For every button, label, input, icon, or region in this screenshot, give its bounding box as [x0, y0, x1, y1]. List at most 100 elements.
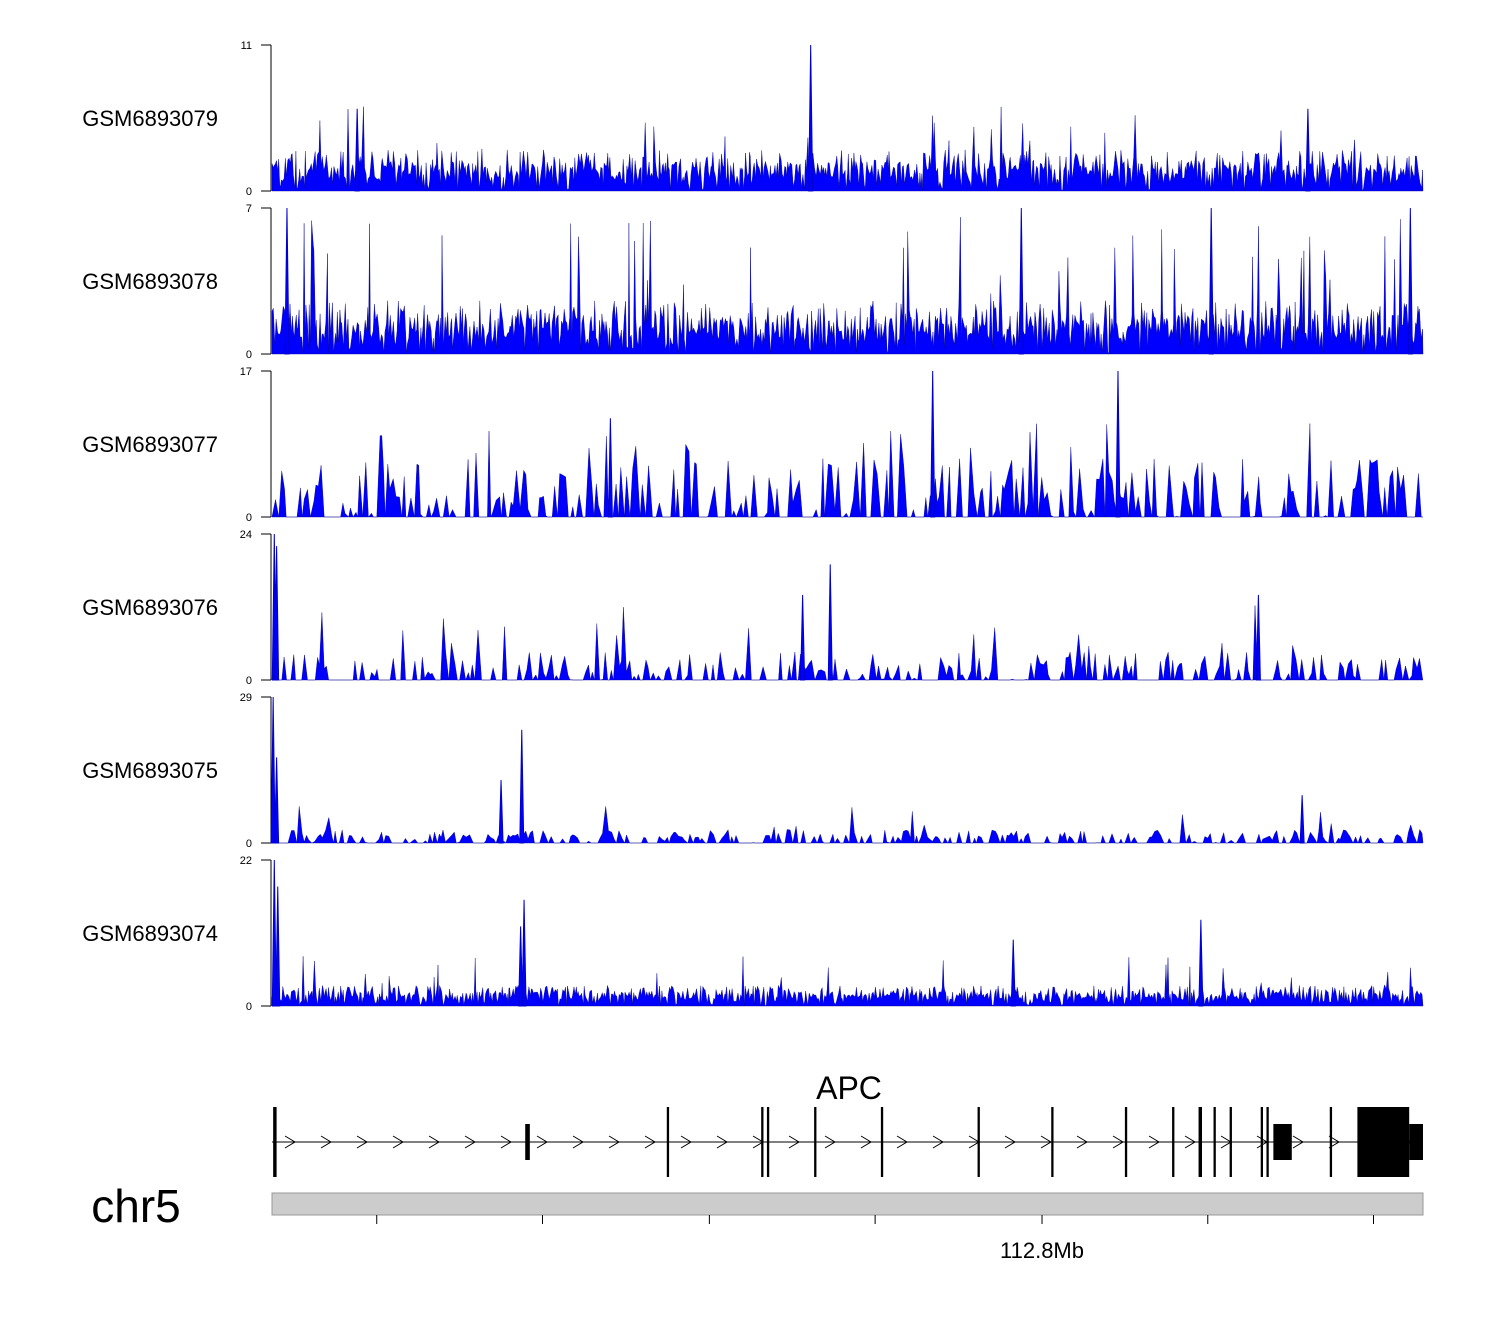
coverage-peak — [518, 926, 524, 1007]
gene-exon — [1172, 1107, 1175, 1177]
strand-arrow — [500, 1135, 512, 1149]
y-tick-label-min: 0 — [246, 186, 252, 198]
coverage-peak — [1198, 919, 1204, 1007]
gene-exon — [1266, 1107, 1269, 1177]
gene-exon — [1229, 1107, 1232, 1177]
track-label: GSM6893074 — [82, 921, 218, 946]
y-tick-label-min: 0 — [246, 675, 252, 687]
chromosome-axis: chr5 112.8Mb — [91, 1180, 1424, 1263]
y-tick-label-min: 0 — [246, 349, 252, 361]
coverage-peak — [354, 108, 360, 192]
coverage-area — [271, 217, 1424, 355]
coverage-peak — [607, 418, 613, 518]
y-tick-label-max: 17 — [240, 366, 252, 378]
coverage-track: GSM6893078 7 0 — [82, 203, 1424, 361]
strand-arrow — [284, 1135, 296, 1149]
strand-arrow — [464, 1135, 476, 1149]
gene-exon — [1273, 1124, 1292, 1160]
strand-arrow — [1148, 1135, 1160, 1149]
track-label: GSM6893079 — [82, 106, 218, 131]
track-label: GSM6893078 — [82, 269, 218, 294]
coverage-area — [271, 605, 1423, 681]
strand-arrow — [608, 1135, 620, 1149]
coverage-peak — [270, 696, 276, 844]
y-tick-label-min: 0 — [246, 1001, 252, 1013]
coverage-peak — [808, 44, 814, 192]
y-tick-label-max: 7 — [246, 203, 252, 215]
gene-exon — [977, 1107, 980, 1177]
coverage-peak — [800, 594, 806, 681]
y-tick-label-min: 0 — [246, 512, 252, 524]
chromosome-bar — [271, 1192, 1424, 1216]
coverage-peak — [498, 780, 504, 844]
strand-arrow — [1328, 1135, 1340, 1149]
coverage-peak — [1010, 939, 1016, 1007]
strand-arrow — [1292, 1135, 1304, 1149]
strand-arrow — [428, 1135, 440, 1149]
strand-arrow — [320, 1135, 332, 1149]
strand-arrow — [392, 1135, 404, 1149]
coverage-peak — [1208, 207, 1214, 355]
strand-arrow — [356, 1135, 368, 1149]
strand-arrow — [1112, 1135, 1124, 1149]
coverage-area — [271, 806, 1424, 844]
coverage-peak — [1305, 108, 1311, 192]
coverage-track: GSM6893074 22 0 — [82, 855, 1424, 1013]
strand-arrow — [716, 1135, 728, 1149]
coverage-peak — [827, 564, 833, 681]
gene-exon — [1051, 1107, 1054, 1177]
track-label: GSM6893076 — [82, 595, 218, 620]
gene-exon — [814, 1107, 817, 1177]
chromosome-label: chr5 — [91, 1180, 180, 1232]
gene-exon — [1124, 1107, 1128, 1177]
gene-exon — [1213, 1107, 1216, 1177]
coverage-peak — [1115, 370, 1121, 518]
strand-arrow — [1040, 1135, 1052, 1149]
strand-arrow — [1184, 1135, 1196, 1149]
x-tick-label: 112.8Mb — [1000, 1238, 1084, 1263]
y-tick-label-max: 22 — [240, 855, 252, 867]
coverage-area — [271, 956, 1424, 1007]
y-tick-label-max: 11 — [241, 40, 252, 52]
gene-exon — [880, 1107, 884, 1177]
track-label: GSM6893075 — [82, 758, 218, 783]
gene-exon — [761, 1107, 764, 1177]
strand-arrow — [788, 1135, 800, 1149]
coverage-peak — [1018, 207, 1024, 355]
y-tick-label-max: 24 — [240, 529, 252, 541]
strand-arrow — [644, 1135, 656, 1149]
coverage-peak — [274, 546, 280, 681]
coverage-peak — [1407, 207, 1413, 355]
coverage-track: GSM6893075 29 0 — [82, 692, 1424, 850]
strand-arrow — [1076, 1135, 1088, 1149]
gene-track: APC — [272, 1070, 1423, 1177]
gene-exon — [525, 1124, 530, 1160]
coverage-area — [271, 106, 1424, 192]
coverage-tracks: GSM6893079110GSM689307870GSM6893077170GS… — [82, 40, 1424, 1013]
gene-name: APC — [816, 1070, 882, 1106]
track-label: GSM6893077 — [82, 432, 218, 457]
gene-exon — [1329, 1107, 1333, 1177]
coverage-peak — [274, 757, 280, 844]
coverage-track: GSM6893077 17 0 — [82, 366, 1423, 524]
coverage-peak — [1299, 795, 1305, 844]
gene-exon — [273, 1107, 277, 1177]
gene-exon — [1260, 1107, 1264, 1177]
strand-arrow — [572, 1135, 584, 1149]
strand-arrow — [824, 1135, 836, 1149]
coverage-peak — [271, 859, 277, 1007]
strand-arrow — [680, 1135, 692, 1149]
strand-arrow — [896, 1135, 908, 1149]
gene-exon — [766, 1107, 770, 1177]
coverage-track: GSM6893079 11 0 — [82, 40, 1424, 198]
strand-arrow — [1004, 1135, 1016, 1149]
strand-arrow — [932, 1135, 944, 1149]
gene-exon — [1198, 1107, 1203, 1177]
coverage-peak — [930, 370, 936, 518]
coverage-track: GSM6893076 24 0 — [82, 529, 1423, 687]
gene-exon — [1357, 1107, 1410, 1177]
gene-exon — [666, 1107, 670, 1177]
coverage-peak — [521, 899, 527, 1007]
coverage-area — [271, 423, 1423, 518]
coverage-peak — [275, 886, 281, 1007]
